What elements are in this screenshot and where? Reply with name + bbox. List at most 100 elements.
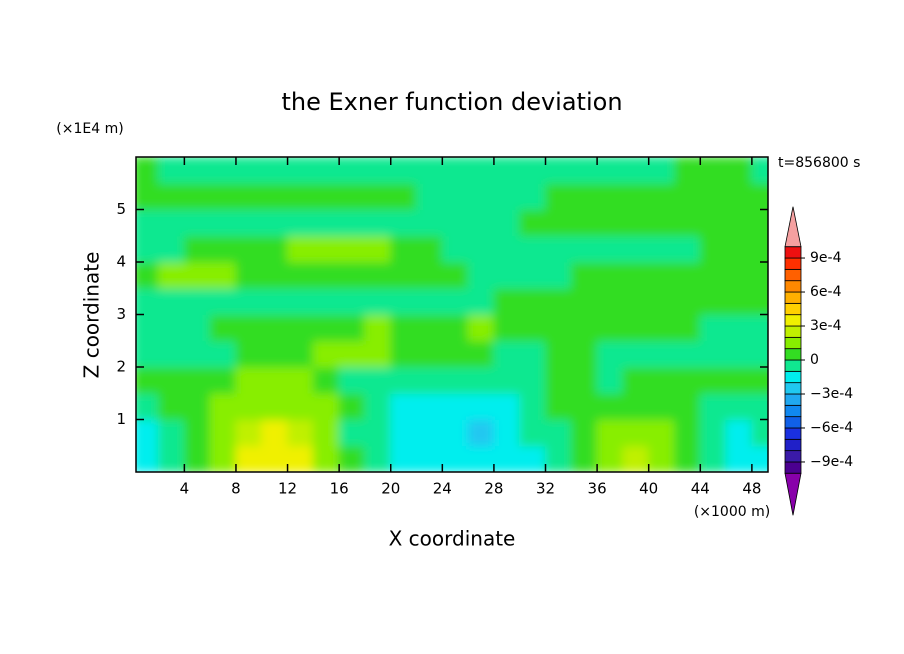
field-cell bbox=[596, 235, 624, 263]
field-cell bbox=[570, 366, 598, 394]
colorbar-tick-label: −9e-4 bbox=[810, 454, 853, 470]
field-cell bbox=[545, 261, 572, 289]
field-cell bbox=[364, 419, 392, 447]
field-cell bbox=[136, 182, 160, 210]
field-cell bbox=[467, 261, 495, 289]
field-cell bbox=[390, 366, 418, 394]
field-cell bbox=[751, 366, 768, 394]
field-cell bbox=[519, 445, 547, 472]
field-cell bbox=[751, 209, 768, 237]
field-cell bbox=[493, 419, 521, 447]
colorbar-band bbox=[784, 257, 802, 270]
colorbar-band bbox=[784, 450, 802, 463]
field-cell bbox=[751, 235, 768, 263]
field-cell bbox=[312, 287, 340, 315]
field-cell bbox=[493, 261, 521, 289]
field-cell bbox=[183, 340, 211, 368]
field-cell bbox=[261, 392, 289, 420]
field-cell bbox=[441, 235, 469, 263]
field-cell bbox=[364, 209, 392, 237]
field-cell bbox=[209, 340, 237, 368]
field-cell bbox=[751, 392, 768, 420]
field-cell bbox=[545, 340, 572, 368]
field-cell bbox=[136, 261, 160, 289]
field-cell bbox=[416, 261, 443, 289]
field-cell bbox=[725, 235, 753, 263]
colorbar-band bbox=[784, 336, 802, 350]
field-cell bbox=[570, 419, 598, 447]
field-cell bbox=[467, 209, 495, 237]
field-cell bbox=[519, 261, 547, 289]
x-unit: (×1000 m) bbox=[694, 504, 770, 520]
field-cell bbox=[648, 287, 675, 315]
field-cell bbox=[287, 340, 314, 368]
field-cell bbox=[699, 209, 727, 237]
field-cell bbox=[725, 157, 753, 184]
field-cell bbox=[622, 445, 650, 472]
colorbar-band bbox=[784, 404, 802, 418]
field-cell bbox=[673, 157, 701, 184]
field-cell bbox=[751, 445, 768, 472]
field-cell bbox=[596, 419, 624, 447]
field-cell bbox=[261, 261, 289, 289]
field-cell bbox=[287, 392, 314, 420]
colorbar-tick-label: −3e-4 bbox=[810, 386, 853, 402]
field-cell bbox=[648, 261, 675, 289]
field-cell bbox=[570, 445, 598, 472]
field-cell bbox=[158, 419, 185, 447]
field-cell bbox=[467, 340, 495, 368]
field-cell bbox=[209, 445, 237, 472]
field-cell bbox=[648, 366, 675, 394]
field-cell bbox=[673, 340, 701, 368]
field-cell bbox=[467, 287, 495, 315]
field-cell bbox=[209, 182, 237, 210]
field-cell bbox=[390, 235, 418, 263]
field-cell bbox=[338, 209, 366, 237]
field-cell bbox=[441, 157, 469, 184]
field-cell bbox=[364, 392, 392, 420]
field-cell bbox=[725, 366, 753, 394]
field-cell bbox=[673, 392, 701, 420]
field-cell bbox=[570, 314, 598, 342]
field-cell bbox=[725, 340, 753, 368]
field-cell bbox=[287, 287, 314, 315]
field-cell bbox=[235, 209, 263, 237]
field-cell bbox=[545, 445, 572, 472]
field-cell bbox=[648, 392, 675, 420]
field bbox=[136, 157, 768, 472]
field-cell bbox=[312, 261, 340, 289]
field-cell bbox=[570, 392, 598, 420]
field-cell bbox=[751, 340, 768, 368]
field-cell bbox=[519, 419, 547, 447]
field-cell bbox=[390, 340, 418, 368]
field-cell bbox=[416, 157, 443, 184]
field-cell bbox=[751, 261, 768, 289]
field-cell bbox=[209, 261, 237, 289]
y-tick-label: 3 bbox=[116, 305, 126, 323]
colorbar-band bbox=[784, 427, 802, 440]
colorbar-under bbox=[784, 472, 802, 516]
field-cell bbox=[158, 392, 185, 420]
field-cell bbox=[570, 157, 598, 184]
field-cell bbox=[261, 157, 289, 184]
field-cell bbox=[596, 392, 624, 420]
field-cell bbox=[570, 340, 598, 368]
field-cell bbox=[725, 209, 753, 237]
field-cell bbox=[183, 392, 211, 420]
x-tick-label: 48 bbox=[742, 480, 761, 498]
field-cell bbox=[209, 157, 237, 184]
field-cell bbox=[441, 261, 469, 289]
field-cell bbox=[519, 157, 547, 184]
field-clip bbox=[136, 157, 768, 472]
field-cell bbox=[622, 340, 650, 368]
field-cell bbox=[596, 261, 624, 289]
field-cell bbox=[648, 209, 675, 237]
field-cell bbox=[596, 287, 624, 315]
field-cell bbox=[699, 340, 727, 368]
field-cell bbox=[725, 314, 753, 342]
field-cell bbox=[545, 392, 572, 420]
field-cell bbox=[338, 419, 366, 447]
field-cell bbox=[364, 314, 392, 342]
field-cell bbox=[338, 287, 366, 315]
